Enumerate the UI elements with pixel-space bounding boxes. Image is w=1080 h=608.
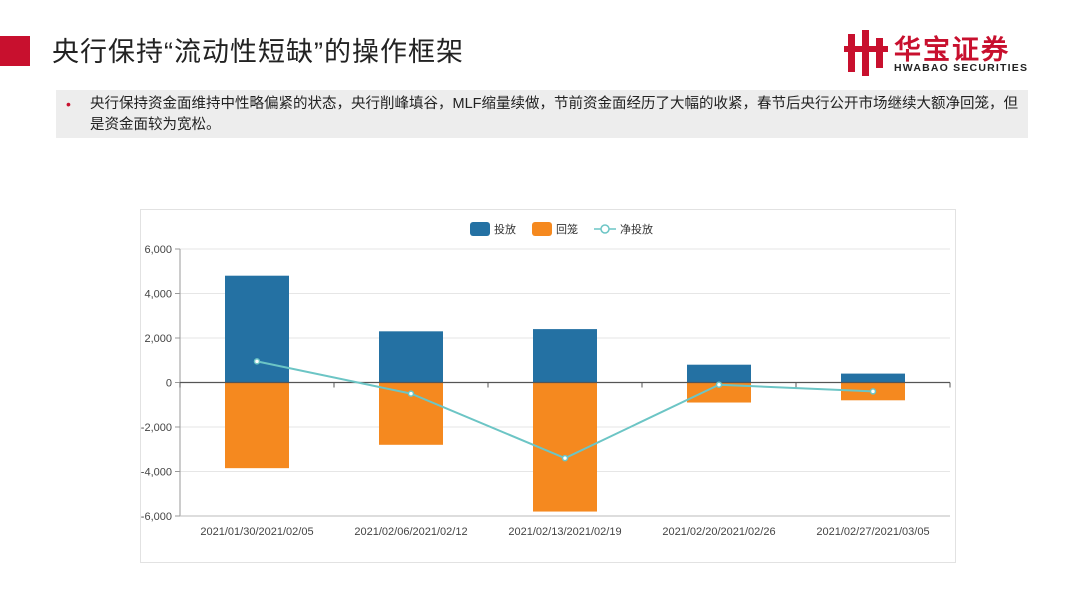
bar-injection [841,373,905,383]
bar-withdrawal [687,382,751,403]
bar-injection [225,275,289,383]
y-tick-label: -4,000 [141,467,172,479]
net-injection-point [869,388,877,395]
chart-legend: 投放 回笼 净投放 [470,222,653,236]
page-title: 央行保持“流动性短缺”的操作框架 [52,37,464,67]
company-logo: 华宝证券 HWABAO SECURITIES [844,28,1034,78]
legend-swatch [532,222,552,236]
net-injection-point [561,454,569,462]
summary-box [56,90,1028,138]
net-injection-point [407,390,415,397]
y-tick-label: 4,000 [144,289,172,301]
x-tick-label: 2021/02/27/2021/03/05 [816,526,929,538]
logo-chinese-name: 华宝证券 [894,35,1010,65]
legend-label: 投放 [494,222,516,236]
x-tick-label: 2021/01/30/2021/02/05 [200,526,313,538]
zero-axis [179,381,951,388]
y-tick-label: -2,000 [141,422,172,434]
legend-swatch [470,222,490,236]
bar-series [225,275,905,512]
x-tick-label: 2021/02/20/2021/02/26 [662,526,775,538]
bar-withdrawal [225,382,289,469]
net-line-series [253,358,877,462]
x-tick-label: 2021/02/06/2021/02/12 [354,526,467,538]
title-accent-bar [0,36,30,66]
bar-injection [687,364,751,383]
logo-english-name: HWABAO SECURITIES [894,62,1029,74]
y-tick-label: 6,000 [144,244,172,256]
net-injection-point [253,358,261,365]
x-tick-label: 2021/02/13/2021/02/19 [508,526,621,538]
net-injection-point [715,381,723,388]
y-tick-label: 2,000 [144,333,172,345]
x-axis: 2021/01/30/2021/02/05 2021/02/06/2021/02/… [180,515,950,538]
logo-mark-icon [844,30,888,76]
legend-label: 回笼 [556,222,578,236]
y-tick-label: -6,000 [141,511,172,523]
bullet-icon: • [66,96,71,112]
legend-line-marker [600,224,610,234]
legend-label: 净投放 [620,222,653,236]
y-tick-label: 0 [166,378,172,390]
bar-injection [533,329,597,383]
summary-text: 央行保持资金面维持中性略偏紧的状态，央行削峰填谷，MLF缩量续做，节前资金面经历… [90,96,1018,133]
bar-injection [379,331,443,383]
y-axis: -6,000 -4,000 -2,000 0 2,000 4,000 6,000 [141,244,181,523]
